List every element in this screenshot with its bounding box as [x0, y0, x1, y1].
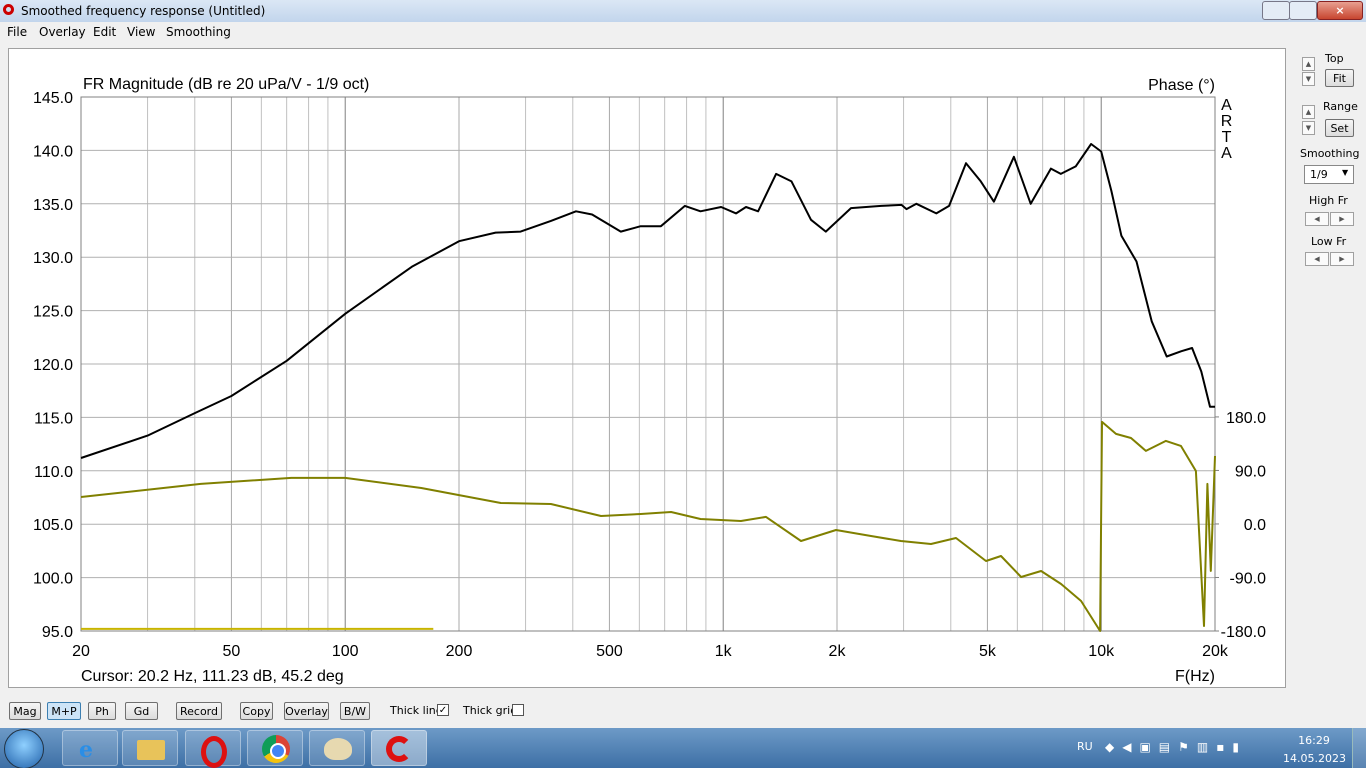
label: Low Fr	[1311, 235, 1347, 248]
label: Range	[1323, 100, 1358, 113]
x-tick-label: 20	[72, 643, 90, 660]
x-tick-label: 50	[223, 643, 241, 660]
checkbox[interactable]: ✓	[437, 704, 449, 716]
clock-time[interactable]: 16:29	[1298, 734, 1330, 747]
y-tick-label: 115.0	[34, 410, 73, 427]
y-tick-label: 135.0	[33, 197, 73, 214]
button[interactable]: Ph	[88, 702, 116, 720]
spin-up[interactable]: ▲	[1302, 105, 1315, 119]
close-button[interactable]: ×	[1317, 1, 1363, 20]
spin-down[interactable]: ▼	[1302, 121, 1315, 135]
y2-tick-label: -180.0	[1221, 624, 1266, 641]
x-axis-label: F(Hz)	[1175, 668, 1215, 685]
language[interactable]: RU	[1077, 740, 1093, 753]
taskbar-app[interactable]: e	[62, 730, 118, 766]
x-tick-label: 20k	[1202, 643, 1229, 660]
select-arrow: ▼	[1342, 168, 1349, 177]
clock-date[interactable]: 14.05.2023	[1283, 752, 1346, 765]
button[interactable]: Copy	[240, 702, 273, 720]
smoothing-select[interactable]: 1/9 ▼	[1304, 165, 1354, 184]
x-tick-label: 100	[332, 643, 359, 660]
restore-button[interactable]	[1289, 1, 1317, 20]
spin-left[interactable]: ◀	[1305, 212, 1329, 226]
fit-button[interactable]: Fit	[1325, 69, 1354, 87]
show-desktop[interactable]	[1352, 728, 1366, 768]
taskbar-app[interactable]	[371, 730, 427, 766]
button[interactable]: Record	[176, 702, 222, 720]
button[interactable]: M+P	[47, 702, 81, 720]
menu-item[interactable]: Edit	[93, 25, 117, 39]
spin-right[interactable]: ▶	[1330, 252, 1354, 266]
start-button[interactable]	[4, 729, 44, 768]
spin-down[interactable]: ▼	[1302, 72, 1315, 86]
y-tick-label: 130.0	[33, 250, 73, 267]
spin-up[interactable]: ▲	[1302, 57, 1315, 71]
x-tick-label: 5k	[979, 643, 997, 660]
y-tick-label: 105.0	[33, 517, 73, 534]
checkbox-label: Thick grid	[463, 704, 518, 717]
button[interactable]: Mag	[9, 702, 41, 720]
y2-tick-label: 90.0	[1235, 463, 1266, 480]
x-tick-label: 10k	[1088, 643, 1115, 660]
taskbar-app[interactable]	[309, 730, 365, 766]
button[interactable]: Overlay	[284, 702, 329, 720]
label: Smoothing	[1300, 147, 1360, 160]
chart-title: FR Magnitude (dB re 20 uPa/V - 1/9 oct)	[83, 76, 369, 93]
plot-frame	[80, 96, 1216, 632]
taskbar	[0, 728, 1366, 768]
tray-icons[interactable]: ◆◀▣▤⚑▥▪▮	[1105, 740, 1247, 754]
series-line	[80, 143, 1215, 459]
checkbox[interactable]	[512, 704, 524, 716]
label: High Fr	[1309, 194, 1348, 207]
x-tick-label: 200	[446, 643, 473, 660]
menu-item[interactable]: Overlay	[39, 25, 86, 39]
cursor-readout: Cursor: 20.2 Hz, 111.23 dB, 45.2 deg	[81, 668, 344, 685]
x-tick-label: 2k	[829, 643, 847, 660]
menu-item[interactable]: File	[7, 25, 28, 39]
window-title: Smoothed frequency response (Untitled)	[21, 4, 266, 18]
menu-item[interactable]: Smoothing	[166, 25, 231, 39]
taskbar-app[interactable]	[122, 730, 178, 766]
spin-right[interactable]: ▶	[1330, 212, 1354, 226]
taskbar-app[interactable]	[185, 730, 241, 768]
select-value: 1/9	[1310, 168, 1328, 181]
watermark: ARTA	[1218, 97, 1235, 161]
button[interactable]: B/W	[340, 702, 370, 720]
series-line	[80, 420, 1216, 632]
minimize-button[interactable]	[1262, 1, 1290, 20]
chart-panel: 20 50 100 200 500 1k 2k 5k 10k 20k 95.0 100.0 105.0 1…	[8, 48, 1286, 688]
y-tick-label: 125.0	[33, 304, 73, 321]
y-tick-label: 120.0	[33, 357, 73, 374]
y-tick-label: 145.0	[33, 90, 73, 107]
x-tick-label: 500	[596, 643, 623, 660]
label: Top	[1325, 52, 1344, 65]
chart: 20 50 100 200 500 1k 2k 5k 10k 20k 95.0 100.0 105.0 1…	[33, 76, 1267, 685]
set-button[interactable]: Set	[1325, 119, 1354, 137]
spin-left[interactable]: ◀	[1305, 252, 1329, 266]
y2-tick-label: 0.0	[1244, 517, 1266, 534]
menu-bar: File Overlay Edit View Smoothing	[0, 22, 1366, 42]
y2-tick-label: -90.0	[1230, 570, 1267, 587]
x-tick-label: 1k	[715, 643, 733, 660]
y2-tick-label: 180.0	[1226, 410, 1266, 427]
y-tick-label: 140.0	[33, 143, 73, 160]
title-bar: Smoothed frequency response (Untitled) ×	[0, 0, 1366, 22]
menu-item[interactable]: View	[127, 25, 156, 39]
taskbar-app[interactable]	[247, 730, 303, 766]
checkbox-label: Thick line	[390, 704, 443, 717]
y-tick-label: 95.0	[42, 624, 73, 641]
app-icon	[3, 4, 14, 15]
y-tick-label: 100.0	[33, 571, 73, 588]
button[interactable]: Gd	[125, 702, 158, 720]
y2-axis-label: Phase (°)	[1148, 77, 1215, 94]
y-tick-label: 110.0	[34, 464, 73, 481]
